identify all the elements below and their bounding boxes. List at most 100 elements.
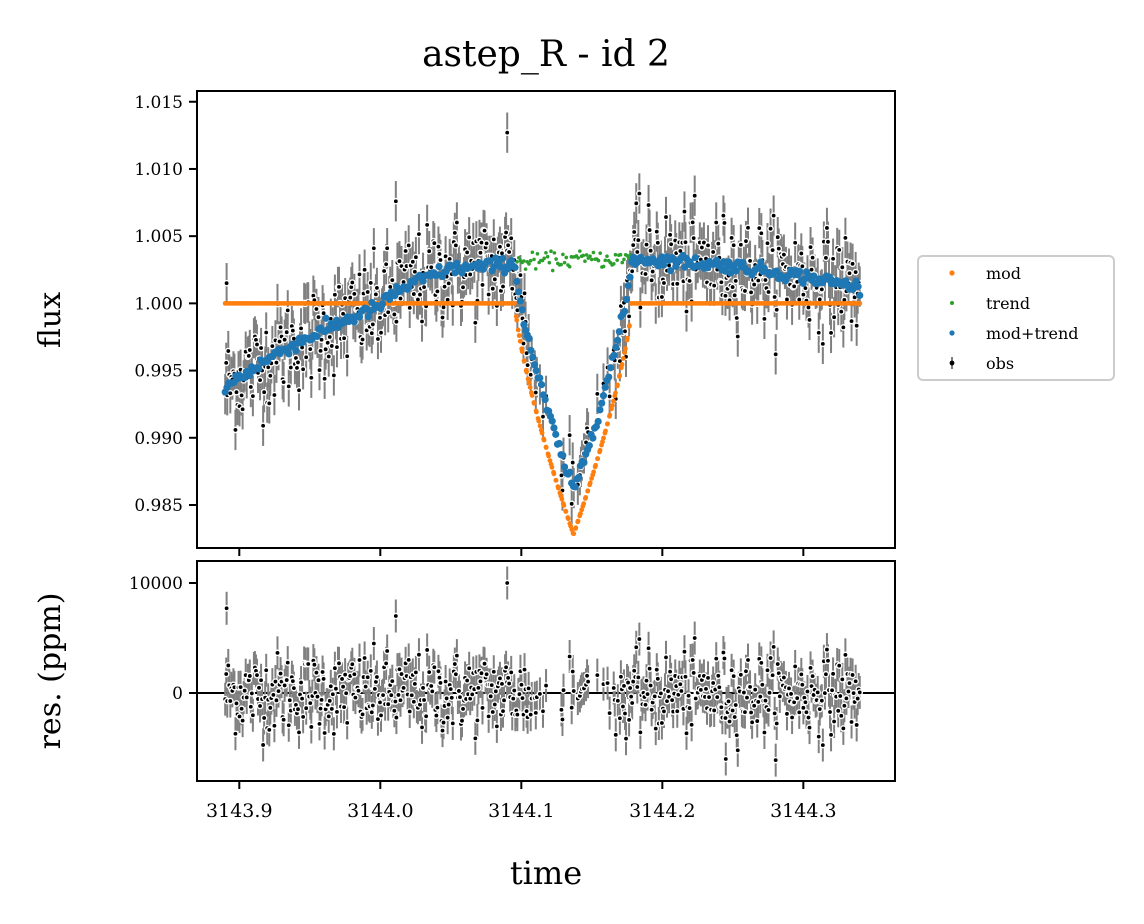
residual-point <box>753 717 761 725</box>
obs-point <box>637 304 644 311</box>
residual-point <box>283 676 291 684</box>
residual-point <box>816 705 824 713</box>
residual-point <box>653 666 661 673</box>
residual-point <box>668 696 676 704</box>
residual-point <box>392 698 399 705</box>
residual-point <box>453 652 461 659</box>
mod-point <box>521 358 527 364</box>
obs-point <box>733 314 741 322</box>
residual-point <box>239 717 246 724</box>
mod-point <box>857 300 863 306</box>
x-tick-label: 3144.3 <box>770 800 836 822</box>
residual-point <box>259 741 267 749</box>
mod-point <box>593 462 599 468</box>
residual-point <box>427 682 435 690</box>
mod-plus-trend-point <box>378 300 387 308</box>
residual-point <box>285 721 293 729</box>
residual-point <box>584 678 592 685</box>
residual-point <box>651 693 659 700</box>
residual-point <box>854 695 861 702</box>
mod-plus-trend-point <box>571 483 579 491</box>
mod-point <box>527 384 533 390</box>
obs-point <box>322 346 329 353</box>
mod-plus-trend-point <box>435 262 443 271</box>
residual-point <box>257 676 265 684</box>
residual-point <box>284 659 292 666</box>
mod-point <box>547 458 553 464</box>
residual-point <box>633 683 641 691</box>
residual-outlier-point <box>392 612 400 620</box>
obs-point <box>247 383 255 391</box>
obs-point <box>325 353 333 360</box>
main-y-tick-label: 0.990 <box>134 429 183 449</box>
residual-point <box>274 649 281 657</box>
obs-point <box>653 228 661 235</box>
mod-point <box>526 380 532 385</box>
obs-point <box>712 219 720 226</box>
residual-point <box>383 647 391 655</box>
obs-point <box>361 266 368 274</box>
mod-point <box>523 367 529 373</box>
x-tick-label: 3143.9 <box>206 800 272 822</box>
residual-point <box>474 717 481 724</box>
obs-point <box>262 329 270 336</box>
residual-point <box>451 660 459 668</box>
obs-point <box>767 225 774 232</box>
obs-point <box>459 284 467 291</box>
obs-point <box>658 293 666 301</box>
obs-point <box>770 212 777 219</box>
obs-point <box>823 224 831 232</box>
obs-point <box>418 318 426 325</box>
obs-point <box>273 359 280 366</box>
mod-plus-trend-point <box>532 367 540 375</box>
obs-point <box>594 390 601 398</box>
residual-point <box>802 698 809 706</box>
mod-point <box>628 300 634 306</box>
residual-point <box>319 668 326 676</box>
trend-point <box>611 262 616 266</box>
mod-plus-trend-point <box>520 320 528 329</box>
mod-plus-trend-point <box>585 442 593 450</box>
residual-point <box>721 655 728 662</box>
residual-point <box>521 666 528 673</box>
obs-point <box>315 313 322 321</box>
residual-point <box>339 683 347 690</box>
trend-point <box>552 251 557 255</box>
obs-point <box>409 258 417 266</box>
residual-point <box>648 706 655 714</box>
trend-point <box>549 249 553 254</box>
obs-point <box>431 239 438 247</box>
trend-point <box>578 249 582 253</box>
mod-point <box>543 444 549 450</box>
obs-point <box>410 290 418 298</box>
residual-point <box>737 671 745 679</box>
residual-point <box>504 674 512 682</box>
obs-point <box>722 292 729 300</box>
residual-point <box>848 718 855 726</box>
residual-point <box>558 706 565 714</box>
obs-point <box>330 372 338 379</box>
obs-point <box>842 234 849 242</box>
trend-point <box>596 258 601 263</box>
residual-point <box>329 690 337 698</box>
mod-point <box>563 509 569 514</box>
obs-point <box>380 267 388 275</box>
residual-point <box>338 675 346 683</box>
residual-point <box>478 669 485 677</box>
residual-point <box>355 687 362 695</box>
residual-point <box>260 714 268 722</box>
trend-point <box>622 257 626 262</box>
trend-point <box>542 256 547 261</box>
residual-point <box>406 708 414 715</box>
mod-point <box>525 376 531 382</box>
residual-point <box>382 660 390 667</box>
obs-point <box>818 286 826 293</box>
mod-point <box>531 400 537 406</box>
obs-point <box>269 342 276 350</box>
residual-point <box>313 669 320 676</box>
mod-plus-trend-point <box>560 463 569 471</box>
mod-plus-trend-point <box>854 283 862 291</box>
residual-point <box>500 697 508 704</box>
obs-point <box>829 255 837 263</box>
residual-point <box>828 686 836 694</box>
